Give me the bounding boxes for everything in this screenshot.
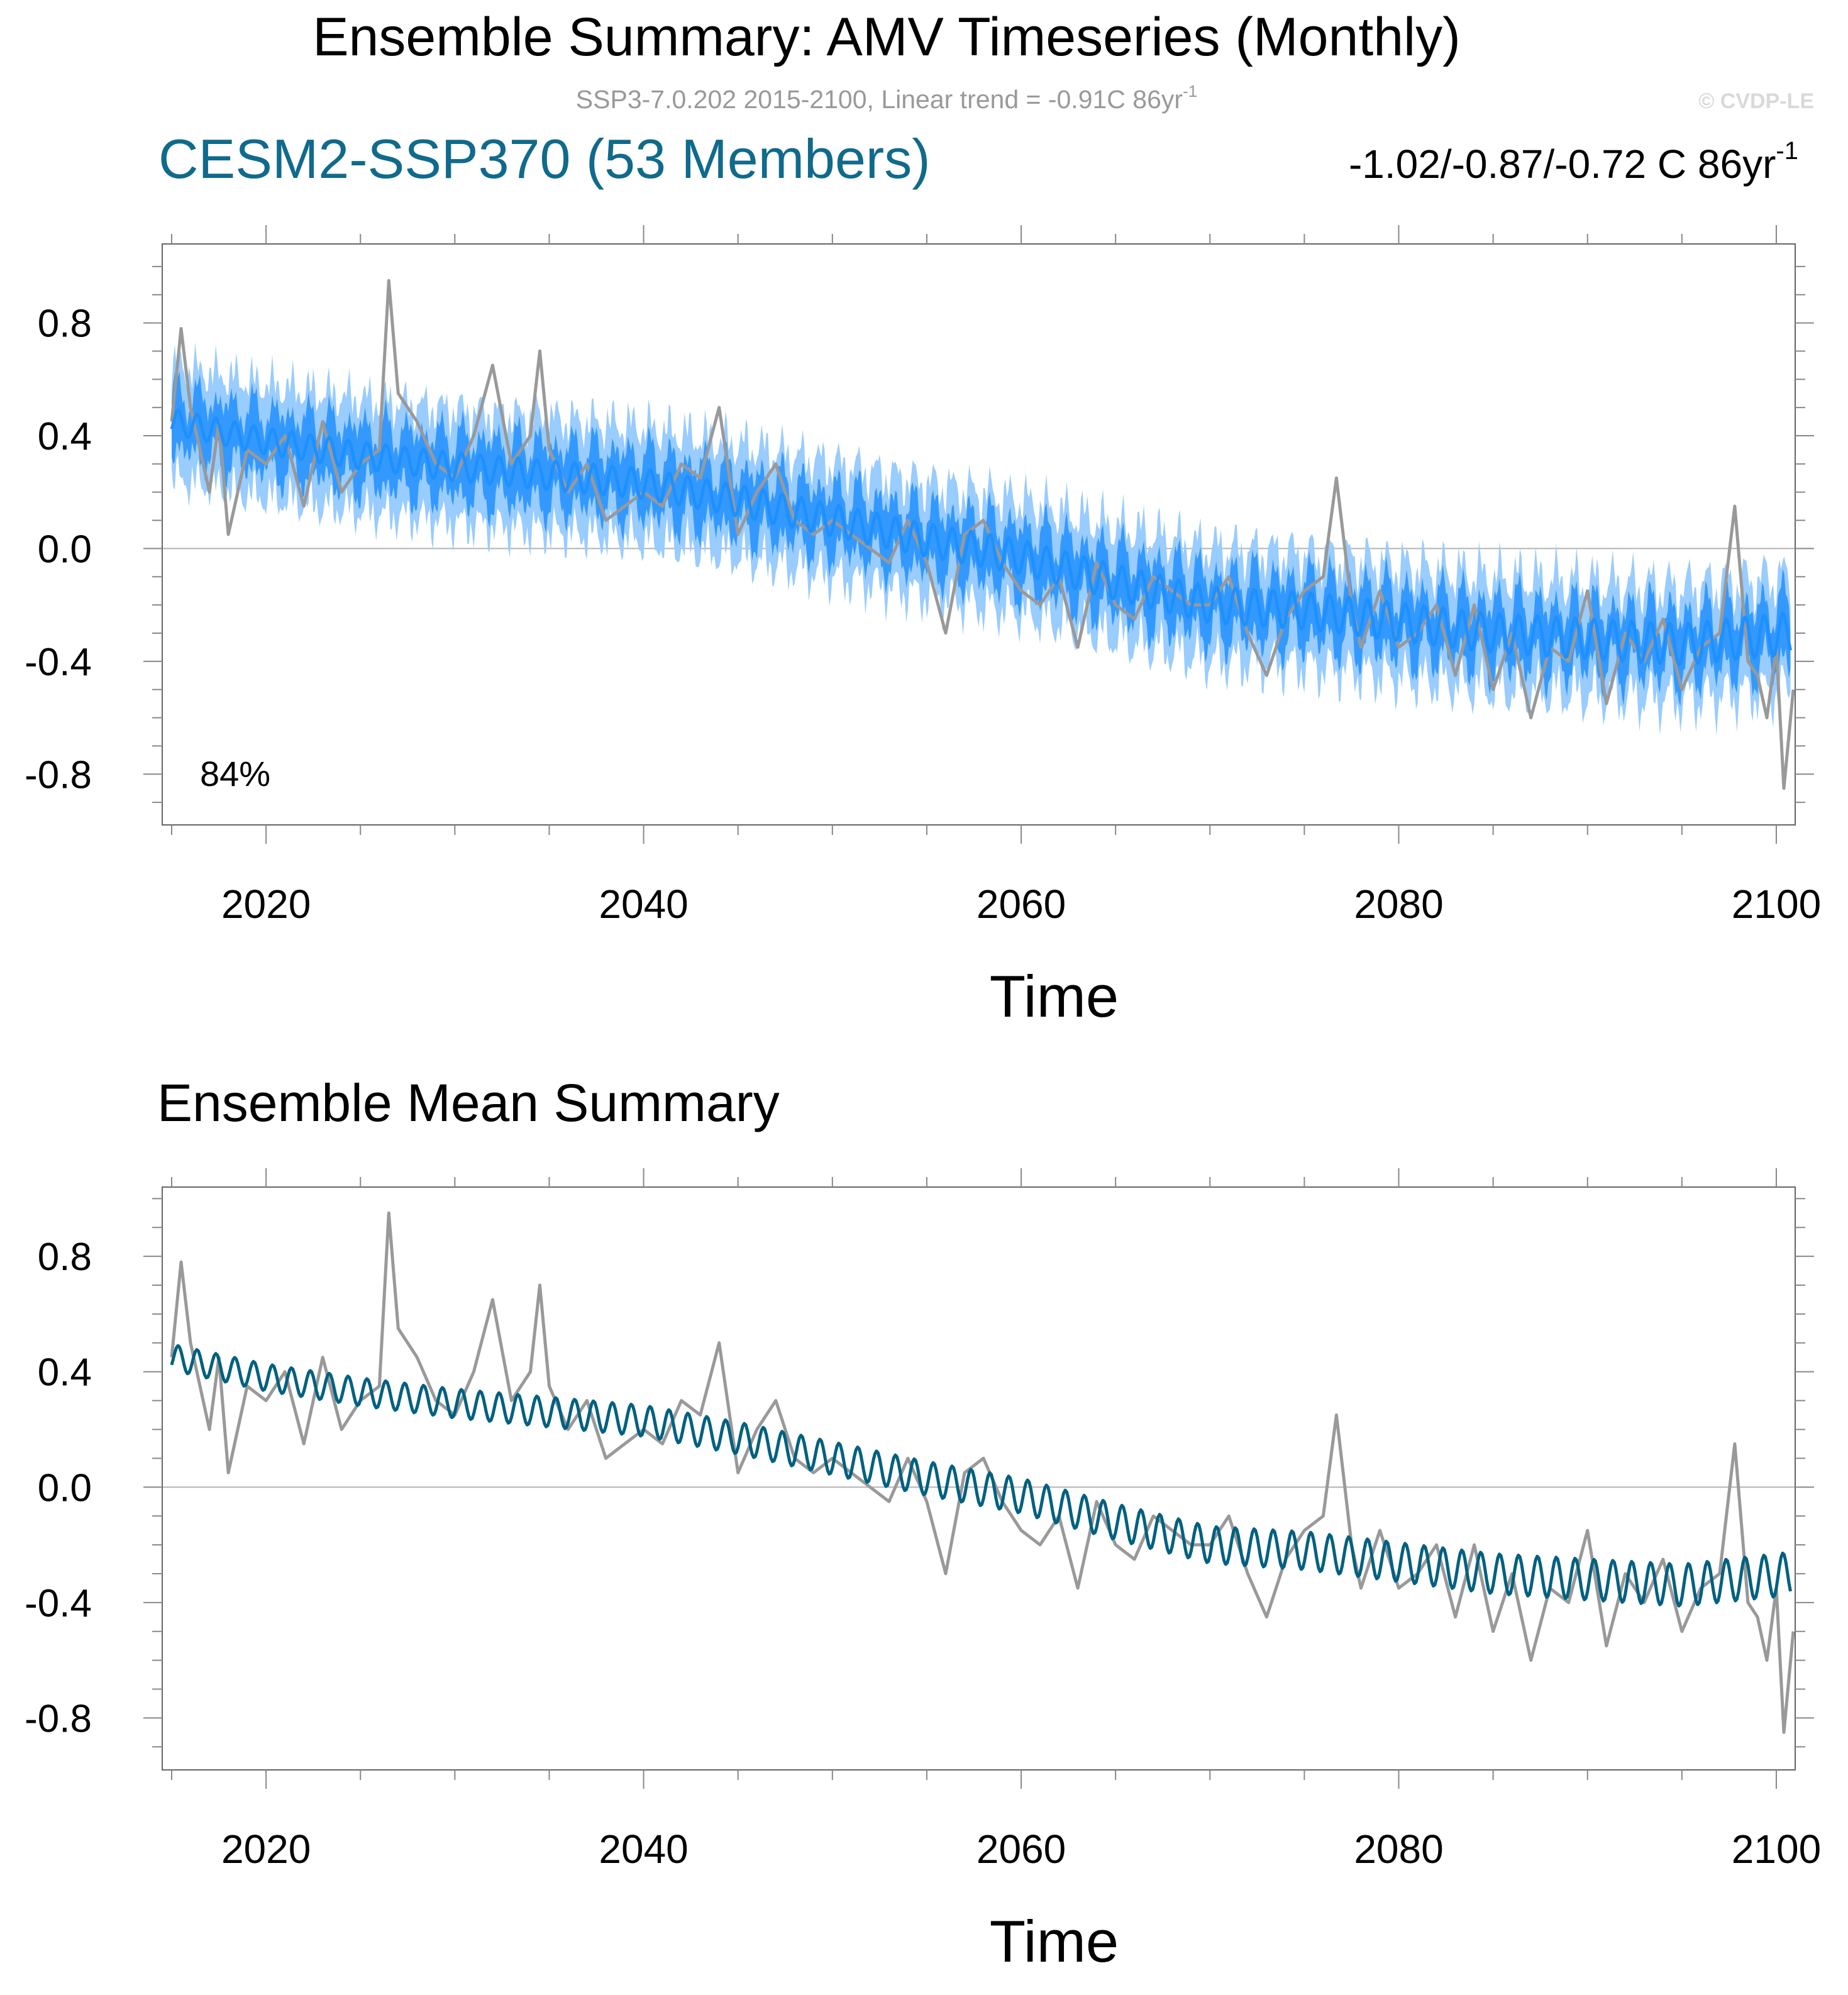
y-tick-label: 0.8 [38, 1235, 92, 1279]
plot-frame [162, 243, 1796, 826]
plot-area [162, 1211, 1795, 1734]
observations-line [170, 1211, 1795, 1734]
trend-range-label: -1.02/-0.87/-0.72 C 86yr-1 [1349, 137, 1798, 187]
y-tick-label: 0.0 [38, 528, 92, 571]
y-tick-label: 0.8 [38, 302, 92, 346]
top-panel: 0.8 0.4 0.0 -0.4 -0.8 2020 2040 2060 2080 2100 Tim… [25, 225, 1821, 1029]
x-tick-label: 2080 [1354, 881, 1443, 927]
y-tick-label: -0.8 [25, 753, 92, 797]
y-tick-label: -0.4 [25, 1582, 92, 1625]
figure-subtitle-sup: -1 [1183, 82, 1197, 101]
y-tick-label: 0.0 [38, 1466, 92, 1510]
plot-frame [162, 1186, 1796, 1771]
ensemble-mean-line [170, 1344, 1792, 1608]
model-label: CESM2-SSP370 (53 Members) [158, 128, 931, 190]
x-tick-label: 2020 [221, 1826, 311, 1872]
x-axis-title: Time [990, 1908, 1119, 1974]
y-tick-label: 0.4 [38, 1351, 92, 1395]
x-axis-title: Time [990, 963, 1119, 1029]
plot-area [162, 279, 1795, 790]
y-tick-label: -0.8 [25, 1697, 92, 1740]
x-tick-label: 2040 [599, 881, 688, 927]
y-tick-label: 0.4 [38, 415, 92, 458]
figure-subtitle: SSP3-7.0.202 2015-2100, Linear trend = -… [576, 82, 1197, 114]
trend-range-main: -1.02/-0.87/-0.72 C 86yr [1349, 141, 1776, 187]
x-tick-label: 2080 [1354, 1826, 1443, 1872]
x-tick-label: 2020 [221, 881, 311, 927]
x-tick-label: 2100 [1732, 881, 1821, 927]
inner-spread-band [172, 371, 1791, 707]
credit-label: © CVDP-LE [1698, 89, 1814, 113]
x-tick-label: 2100 [1732, 1826, 1821, 1872]
ensemble-mean-line [170, 409, 1792, 666]
observations-line [170, 279, 1795, 790]
ensemble-mean-title: Ensemble Mean Summary [157, 1073, 780, 1132]
bottom-panel: 0.8 0.4 0.0 -0.4 -0.8 2020 2040 2060 2080 2100 Tim… [25, 1168, 1821, 1974]
x-tick-label: 2040 [599, 1826, 688, 1872]
figure-title: Ensemble Summary: AMV Timeseries (Monthl… [313, 7, 1461, 67]
x-tick-label: 2060 [977, 881, 1066, 927]
percent-label: 84% [200, 754, 270, 793]
y-tick-label: -0.4 [25, 641, 92, 684]
trend-range-sup: -1 [1776, 137, 1798, 165]
x-tick-label: 2060 [977, 1826, 1066, 1872]
figure-subtitle-main: SSP3-7.0.202 2015-2100, Linear trend = -… [576, 85, 1183, 114]
